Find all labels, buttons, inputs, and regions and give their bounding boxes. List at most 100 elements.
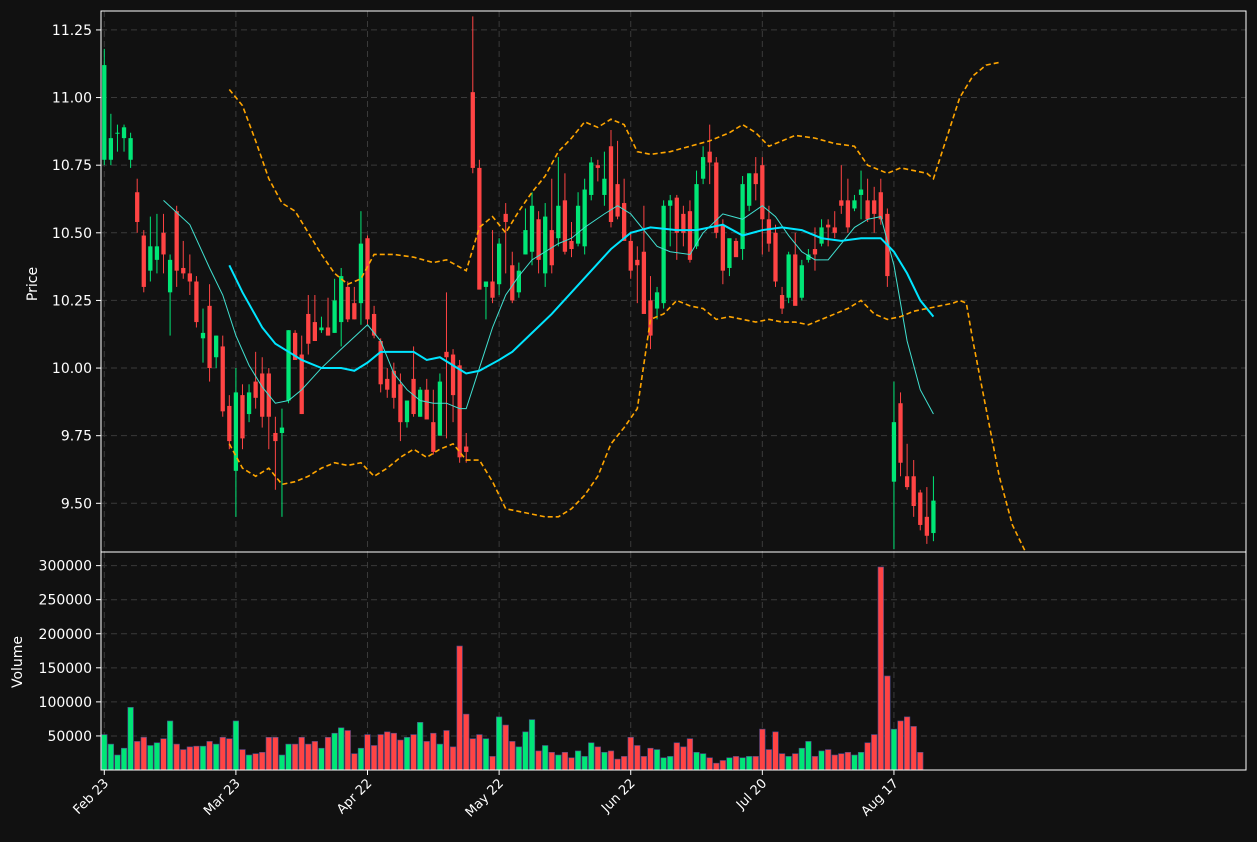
volume-bar	[292, 743, 299, 771]
volume-bar	[785, 756, 792, 771]
volume-bar	[838, 753, 845, 771]
volume-y-tick-label: 50000	[47, 729, 92, 745]
volume-bar	[693, 751, 700, 771]
volume-plot-frame	[100, 551, 1247, 771]
volume-bar	[134, 741, 141, 771]
candle-body	[826, 224, 831, 228]
volume-bar	[417, 722, 424, 771]
candle-body	[200, 332, 206, 339]
volume-bar	[476, 734, 483, 771]
volume-bar	[594, 746, 601, 771]
candle-body	[641, 251, 647, 314]
volume-bar	[305, 743, 312, 771]
volume-bar	[844, 751, 851, 771]
volume-bar	[614, 758, 621, 771]
candle-body	[556, 205, 561, 239]
price-y-tick-label: 10.75	[52, 158, 92, 174]
candle-body	[431, 422, 436, 452]
volume-bar	[496, 716, 503, 771]
candle-body	[227, 405, 232, 442]
volume-bar	[732, 756, 740, 771]
candle-body	[924, 516, 929, 536]
volume-bar	[601, 751, 608, 771]
price-overlays	[163, 61, 1027, 552]
candle-body	[470, 92, 475, 168]
price-panel: 9.50 9.75 10.00 10.25 10.50 10.75 11.00 11.25 P…	[25, 10, 1247, 553]
candle-body	[543, 216, 548, 274]
candle-body	[891, 422, 897, 482]
volume-bar	[423, 741, 430, 771]
volume-bar	[502, 724, 509, 771]
candle-body	[312, 322, 318, 342]
volume-bar	[772, 731, 779, 771]
volume-plot-bg	[101, 552, 1246, 770]
candle-body	[918, 492, 923, 525]
candle-body	[779, 295, 785, 309]
volume-bar	[173, 743, 180, 771]
volume-bar	[897, 720, 904, 771]
volume-bar	[706, 757, 713, 771]
volume-bar	[653, 749, 661, 771]
volume-bar	[180, 749, 187, 771]
candle-body	[569, 240, 574, 250]
candle-body	[852, 200, 857, 209]
volume-bar	[713, 762, 720, 771]
volume-bar	[910, 726, 917, 771]
volume-bar	[581, 756, 588, 771]
candle-body	[760, 165, 765, 220]
volume-bar	[640, 756, 647, 771]
candle-body	[575, 205, 581, 244]
candle-body	[858, 189, 864, 195]
candle-body	[477, 167, 482, 290]
volume-bar	[686, 738, 694, 771]
candle-body	[496, 243, 502, 285]
candle-body	[240, 395, 245, 439]
candle-body	[747, 173, 752, 206]
price-y-tick-label: 9.50	[61, 496, 92, 512]
candle-body	[181, 267, 186, 274]
volume-bar	[509, 741, 516, 771]
volume-bar	[430, 732, 437, 771]
volume-bar	[351, 753, 358, 771]
volume-bar	[127, 707, 134, 771]
volume-bar	[621, 756, 628, 771]
candle-body	[490, 281, 495, 298]
volume-bar	[792, 753, 799, 771]
candle-body	[148, 246, 153, 271]
volume-bar	[226, 738, 233, 771]
volume-bar	[463, 713, 470, 771]
candle-body	[904, 476, 910, 488]
candle-body	[931, 500, 936, 534]
candle-body	[450, 354, 456, 396]
candle-body	[418, 389, 423, 417]
volume-bar	[568, 757, 575, 771]
candle-body	[115, 132, 120, 134]
candle-body	[536, 219, 541, 260]
volume-bar	[449, 746, 457, 771]
volume-bar	[680, 746, 687, 771]
candle-body	[793, 254, 798, 306]
volume-bar	[752, 756, 759, 771]
candle-body	[260, 373, 265, 417]
volume-bar	[759, 728, 766, 771]
candle-body	[622, 203, 627, 241]
candle-body	[786, 254, 791, 298]
volume-bar	[344, 730, 351, 771]
volume-bar	[318, 747, 325, 771]
volume-bar	[522, 731, 529, 771]
volume-bar	[338, 727, 345, 771]
volume-bar	[700, 753, 707, 771]
candle-body	[306, 313, 311, 344]
overlay-ma_short	[163, 199, 934, 415]
candle-body	[503, 213, 508, 222]
overlay-ma_long	[228, 223, 935, 375]
candle-body	[595, 165, 600, 168]
candle-body	[253, 381, 258, 398]
candle-body	[286, 330, 291, 401]
volume-bar	[120, 747, 128, 771]
candle-body	[720, 224, 725, 271]
volume-bar	[298, 736, 305, 771]
volume-bar	[285, 743, 292, 771]
candle-body	[674, 197, 679, 233]
